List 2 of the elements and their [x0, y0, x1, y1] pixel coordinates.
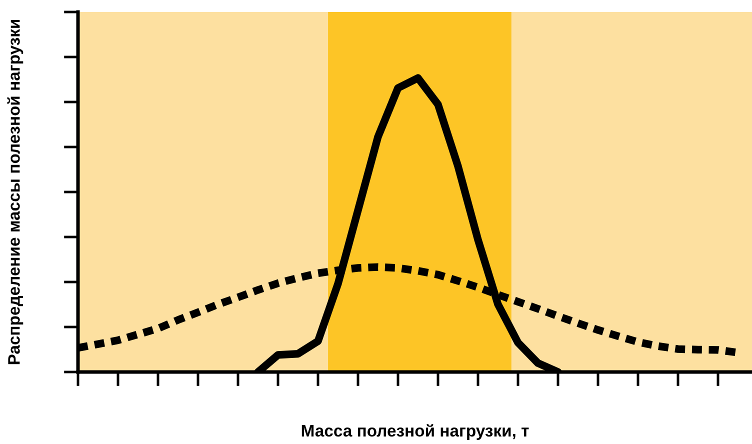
y-axis-title: Распределение массы полезной нагрузки: [7, 20, 24, 364]
x-axis-title: Масса полезной нагрузки, т: [302, 424, 529, 440]
